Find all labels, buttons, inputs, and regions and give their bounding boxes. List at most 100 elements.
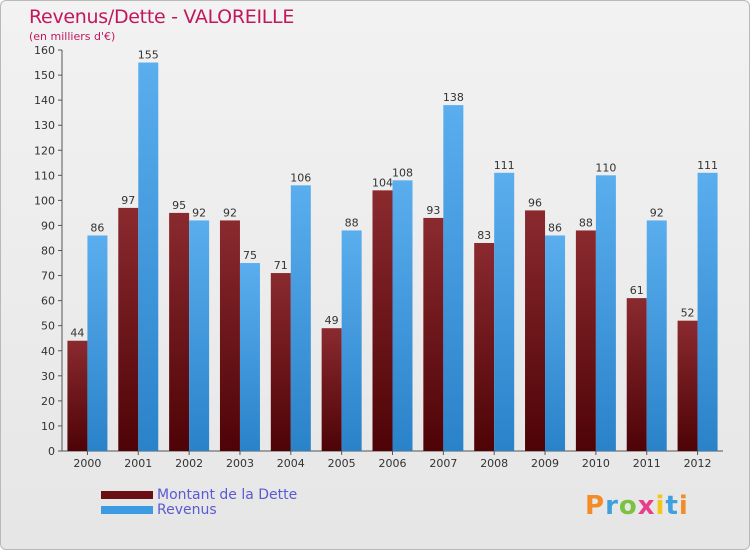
bar-revenus (138, 62, 159, 451)
y-tick-label: 140 (34, 94, 55, 107)
bar-debt (67, 340, 88, 451)
logo-letter: x (637, 491, 656, 521)
x-tick-label: 2002 (175, 457, 203, 470)
proxiti-logo: Proxiti (585, 491, 689, 521)
data-label-revenus: 92 (650, 206, 664, 219)
y-tick-label: 10 (41, 420, 55, 433)
y-tick-label: 110 (34, 169, 55, 182)
legend-item-revenus: Revenus (101, 501, 297, 518)
bar-debt (626, 298, 647, 451)
logo-letter: r (605, 491, 619, 521)
data-label-revenus: 86 (90, 221, 104, 234)
data-label-debt: 96 (528, 196, 542, 209)
data-label-debt: 49 (325, 314, 339, 327)
bar-revenus (595, 175, 616, 451)
bar-revenus (189, 220, 210, 451)
data-label-debt: 61 (630, 284, 644, 297)
x-tick-label: 2011 (633, 457, 661, 470)
data-label-revenus: 138 (443, 91, 464, 104)
data-label-debt: 104 (372, 176, 393, 189)
y-tick-label: 20 (41, 395, 55, 408)
y-tick-label: 70 (41, 270, 55, 283)
data-label-revenus: 108 (392, 166, 413, 179)
x-tick-label: 2001 (124, 457, 152, 470)
bar-revenus (87, 235, 108, 451)
bar-revenus (290, 185, 311, 451)
chart-subtitle: (en milliers d'€) (29, 30, 116, 43)
y-tick-label: 120 (34, 144, 55, 157)
logo-letter: P (585, 491, 606, 521)
y-tick-label: 150 (34, 69, 55, 82)
legend-swatch-debt (101, 490, 153, 499)
data-label-debt: 71 (274, 259, 288, 272)
legend-swatch-revenus (101, 505, 153, 514)
legend: Montant de la Dette Revenus (101, 486, 298, 518)
bar-revenus (545, 235, 566, 451)
bar-debt (575, 230, 596, 451)
data-label-debt: 95 (172, 199, 186, 212)
data-label-revenus: 110 (595, 161, 616, 174)
x-tick-label: 2009 (531, 457, 559, 470)
y-tick-label: 30 (41, 370, 55, 383)
y-tick-label: 160 (34, 44, 55, 57)
data-label-debt: 93 (426, 204, 440, 217)
data-label-revenus: 92 (192, 206, 206, 219)
bar-debt (677, 320, 698, 451)
y-tick-label: 130 (34, 119, 55, 132)
bar-debt (270, 273, 291, 451)
y-tick-label: 90 (41, 219, 55, 232)
logo-letter: o (618, 491, 638, 521)
bar-debt (118, 207, 139, 451)
y-tick-label: 0 (48, 445, 55, 458)
bar-revenus (494, 172, 515, 451)
data-label-debt: 92 (223, 206, 237, 219)
legend-label-revenus: Revenus (157, 501, 217, 518)
bar-revenus (392, 180, 413, 451)
data-label-debt: 88 (579, 216, 593, 229)
x-tick-label: 2008 (480, 457, 508, 470)
y-tick-label: 100 (34, 194, 55, 207)
data-label-debt: 52 (681, 307, 695, 320)
x-tick-label: 2010 (582, 457, 610, 470)
chart-title: Revenus/Dette - VALOREILLE (29, 6, 295, 28)
data-label-revenus: 88 (345, 216, 359, 229)
x-tick-label: 2005 (328, 457, 356, 470)
legend-label-debt: Montant de la Dette (157, 486, 298, 503)
bar-revenus (697, 172, 718, 451)
y-tick-label: 50 (41, 320, 55, 333)
x-tick-label: 2003 (226, 457, 254, 470)
bars (67, 62, 718, 451)
x-tick-label: 2000 (73, 457, 101, 470)
data-label-revenus: 86 (548, 221, 562, 234)
y-tick-label: 80 (41, 245, 55, 258)
logo-letter: i (678, 491, 689, 521)
data-label-revenus: 75 (243, 249, 257, 262)
bar-debt (169, 212, 190, 451)
y-tick-label: 40 (41, 345, 55, 358)
bar-debt (423, 217, 444, 451)
x-tick-label: 2012 (684, 457, 712, 470)
data-label-debt: 44 (70, 327, 84, 340)
bar-revenus (341, 230, 362, 451)
data-label-revenus: 111 (494, 159, 515, 172)
data-label-revenus: 106 (290, 171, 311, 184)
data-label-debt: 83 (477, 229, 491, 242)
x-tick-label: 2004 (277, 457, 305, 470)
data-label-debt: 97 (121, 194, 135, 207)
legend-item-debt: Montant de la Dette (101, 486, 298, 503)
bar-revenus (646, 220, 667, 451)
bar-debt (219, 220, 240, 451)
x-tick-label: 2006 (379, 457, 407, 470)
bar-revenus (239, 263, 260, 451)
bar-debt (321, 328, 342, 451)
bar-debt (372, 190, 393, 451)
x-tick-label: 2007 (429, 457, 457, 470)
data-label-revenus: 111 (697, 159, 718, 172)
bar-revenus (443, 105, 464, 451)
y-tick-label: 60 (41, 295, 55, 308)
bar-debt (525, 210, 546, 451)
data-label-revenus: 155 (138, 49, 159, 62)
